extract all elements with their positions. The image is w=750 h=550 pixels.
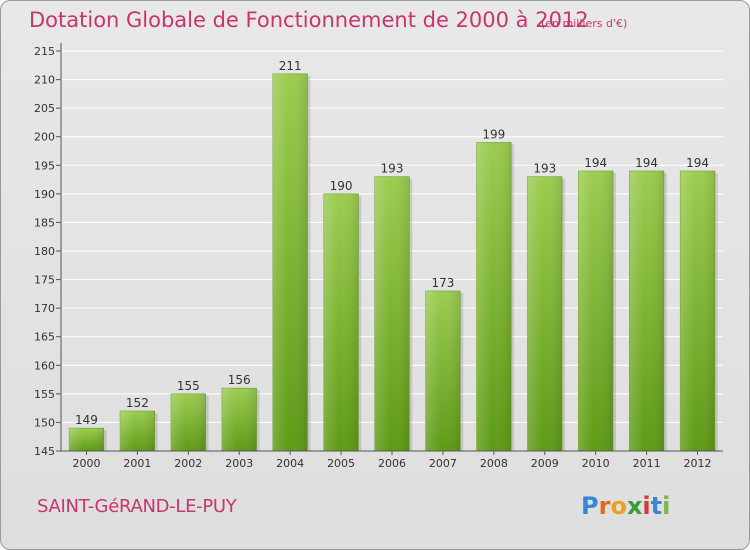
bar-highlight <box>69 428 104 451</box>
logo-letter: P <box>581 492 599 520</box>
y-tick-label: 160 <box>34 359 55 372</box>
data-label: 194 <box>635 156 658 170</box>
y-tick-label: 185 <box>34 216 55 229</box>
data-label: 149 <box>75 413 98 427</box>
y-tick-label: 165 <box>34 331 55 344</box>
y-tick-label: 195 <box>34 159 55 172</box>
unit-note: (en milliers d'€) <box>541 17 628 30</box>
y-tick-label: 145 <box>34 445 55 458</box>
logo-letter: x <box>626 492 643 520</box>
y-tick-label: 210 <box>34 74 55 87</box>
logo-letter: r <box>598 492 611 520</box>
logo-letter: i <box>642 492 651 520</box>
y-tick-label: 190 <box>34 188 55 201</box>
data-label: 152 <box>126 396 149 410</box>
logo-letter: i <box>662 492 671 520</box>
data-label: 211 <box>279 59 302 73</box>
commune-name: SAINT-GéRAND-LE-PUY <box>37 496 237 517</box>
data-label: 194 <box>686 156 709 170</box>
bar-highlight <box>120 411 155 451</box>
x-tick-label: 2012 <box>684 457 712 470</box>
bar-highlight <box>527 176 563 451</box>
x-tick-label: 2000 <box>72 457 100 470</box>
x-tick-label: 2007 <box>429 457 457 470</box>
logo-letter: t <box>650 492 663 520</box>
x-tick-label: 2004 <box>276 457 304 470</box>
bar-highlight <box>680 171 715 451</box>
y-tick-label: 155 <box>34 388 55 401</box>
data-label: 190 <box>330 179 353 193</box>
chart-title: Dotation Globale de Fonctionnement de 20… <box>29 8 589 32</box>
x-tick-label: 2001 <box>123 457 151 470</box>
y-tick-label: 175 <box>34 274 55 287</box>
y-tick-label: 200 <box>34 131 55 144</box>
bar-highlight <box>476 142 512 451</box>
x-tick-label: 2003 <box>225 457 253 470</box>
y-tick-label: 170 <box>34 302 55 315</box>
y-tick-label: 150 <box>34 416 55 429</box>
data-label: 173 <box>431 276 454 290</box>
proxiti-logo: Proxiti <box>581 492 670 520</box>
bar-highlight <box>578 171 614 451</box>
data-label: 194 <box>584 156 607 170</box>
data-label: 193 <box>533 162 556 176</box>
bar-highlight <box>323 193 359 451</box>
data-label: 199 <box>482 127 505 141</box>
bar-highlight <box>272 73 308 451</box>
y-tick-label: 180 <box>34 245 55 258</box>
x-tick-label: 2006 <box>378 457 406 470</box>
bar-highlight <box>425 291 461 451</box>
bar-highlight <box>629 171 664 451</box>
data-label: 156 <box>228 373 251 387</box>
x-tick-label: 2009 <box>531 457 559 470</box>
x-tick-label: 2010 <box>582 457 610 470</box>
bar-highlight <box>221 388 257 451</box>
logo-letter: o <box>610 492 627 520</box>
x-tick-label: 2005 <box>327 457 355 470</box>
y-tick-label: 205 <box>34 102 55 115</box>
bar-highlight <box>374 176 410 451</box>
data-label: 193 <box>381 162 404 176</box>
x-tick-label: 2002 <box>174 457 202 470</box>
x-tick-label: 2008 <box>480 457 508 470</box>
bar-highlight <box>170 393 206 451</box>
data-label: 155 <box>177 379 200 393</box>
y-tick-label: 215 <box>34 45 55 58</box>
x-tick-label: 2011 <box>633 457 661 470</box>
